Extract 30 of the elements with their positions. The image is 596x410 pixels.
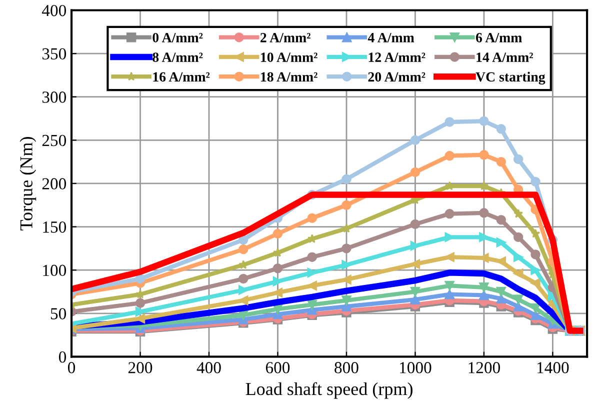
x-tick-label: 200 xyxy=(128,362,152,374)
x-tick-label: 600 xyxy=(266,362,290,374)
legend-label: 18 A/mm² xyxy=(261,72,318,82)
x-tick-label: 1400 xyxy=(537,362,569,374)
y-tick-label: 300 xyxy=(42,92,66,103)
y-tick-label: 400 xyxy=(42,4,66,16)
legend-label: 6 A/mm xyxy=(476,32,522,42)
legend-label: 14 A/mm² xyxy=(476,52,533,62)
legend-label: 16 A/mm² xyxy=(153,72,210,82)
legend-label: 20 A/mm² xyxy=(368,72,426,82)
x-tick-label: 800 xyxy=(334,362,358,374)
legend-label: 12 A/mm² xyxy=(368,52,426,62)
y-tick-label: 0 xyxy=(58,351,66,363)
x-tick-label: 1000 xyxy=(400,362,432,374)
legend-label: 10 A/mm² xyxy=(261,52,318,62)
x-tick-label: 1200 xyxy=(468,362,500,374)
y-axis-title: Torque (Nm) xyxy=(20,137,36,230)
y-tick-label: 200 xyxy=(42,178,66,190)
y-tick-label: 100 xyxy=(43,264,66,276)
x-axis-title: Load shaft speed (rpm) xyxy=(246,382,412,399)
y-tick-label: 350 xyxy=(42,48,66,60)
legend-label: 4 A/mm xyxy=(368,33,414,42)
y-tick-label: 250 xyxy=(42,134,66,146)
y-tick-label: 150 xyxy=(43,221,66,233)
legend-label: 2 A/mm² xyxy=(260,32,310,42)
y-tick-label: 50 xyxy=(50,308,66,320)
x-tick-label: 0 xyxy=(68,362,76,374)
x-tick-label: 400 xyxy=(196,362,221,374)
legend-label: 8 A/mm² xyxy=(152,52,203,62)
legend-label: 0 A/mm² xyxy=(152,32,203,42)
